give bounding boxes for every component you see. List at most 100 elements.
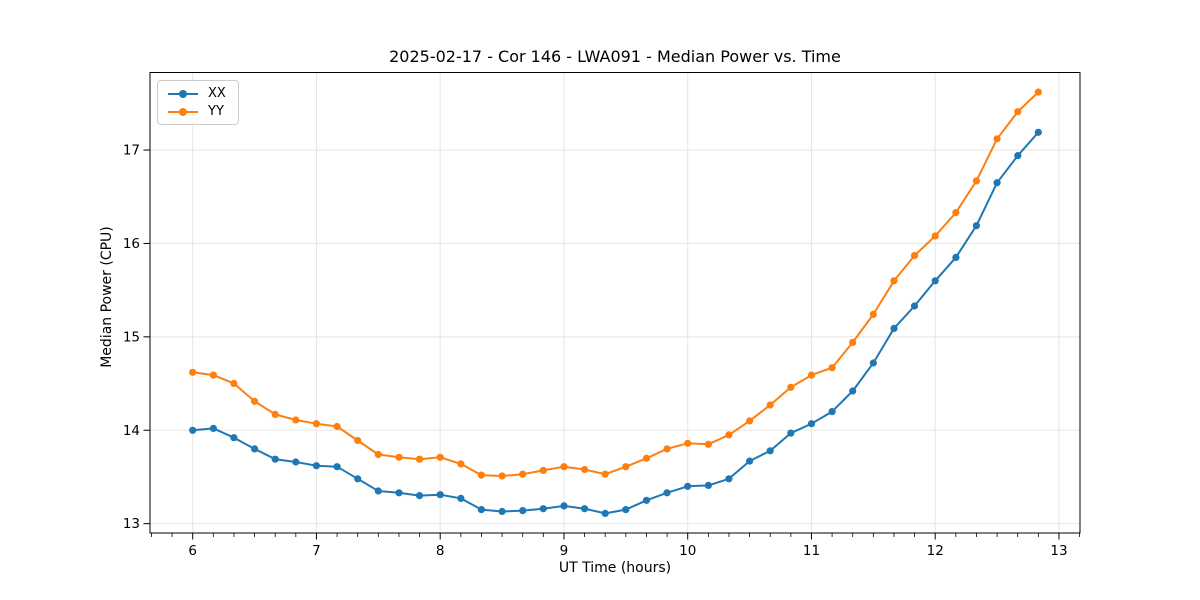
x-tick-label: 12: [927, 543, 944, 559]
series-line-xx: [191, 131, 1040, 515]
series-marker-yy: [230, 379, 238, 388]
series-marker-yy: [972, 177, 981, 185]
series-marker-xx: [849, 387, 857, 395]
x-tick-label: 11: [803, 543, 820, 559]
series-marker-xx: [539, 505, 547, 513]
x-tick-label: 8: [436, 543, 445, 559]
series-marker-yy: [828, 364, 836, 372]
series-marker-xx: [1014, 152, 1022, 160]
series-marker-yy: [993, 135, 1001, 143]
series-marker-yy: [1014, 108, 1022, 116]
series-marker-yy: [354, 436, 362, 445]
series-marker-yy: [395, 453, 403, 461]
x-tick-label: 6: [188, 543, 197, 559]
series-marker-xx: [725, 475, 733, 483]
series-marker-xx: [869, 359, 877, 367]
series-marker-xx: [890, 324, 898, 332]
series-marker-yy: [869, 310, 877, 318]
series-marker-xx: [746, 457, 754, 465]
series-marker-yy: [642, 454, 651, 462]
series-marker-xx: [457, 494, 465, 502]
series-marker-xx: [477, 506, 485, 514]
x-tick-label: 10: [679, 543, 696, 559]
series-marker-xx: [251, 445, 259, 453]
x-tick-label: 7: [312, 543, 321, 559]
series-marker-yy: [704, 440, 713, 448]
series-marker-xx: [519, 507, 527, 515]
series-marker-xx: [333, 463, 341, 471]
series-marker-xx: [374, 487, 382, 495]
series-marker-yy: [787, 383, 795, 391]
series-marker-yy: [498, 472, 506, 480]
series-marker-yy: [436, 453, 444, 461]
series-marker-xx: [972, 222, 981, 230]
series-marker-yy: [746, 417, 754, 425]
y-tick-label: 15: [123, 329, 140, 345]
legend-item-xx: XX: [166, 86, 226, 101]
legend-line-sample-icon: [168, 107, 198, 116]
y-tick-label: 17: [123, 143, 140, 159]
series-marker-yy: [457, 460, 465, 468]
series-marker-xx: [642, 496, 651, 504]
series-marker-yy: [601, 470, 609, 478]
series-marker-yy: [251, 397, 259, 405]
series-marker-xx: [560, 502, 568, 510]
series-marker-xx: [271, 455, 279, 463]
series-marker-yy: [684, 439, 692, 447]
series-marker-yy: [189, 368, 197, 376]
series-marker-yy: [663, 445, 671, 453]
series-marker-yy: [374, 450, 382, 459]
y-tick-label: 14: [123, 423, 140, 439]
series-marker-xx: [189, 426, 197, 434]
series-marker-yy: [622, 463, 630, 471]
series-marker-xx: [601, 509, 609, 517]
series-marker-yy: [910, 252, 919, 260]
series-marker-xx: [395, 489, 403, 497]
series-marker-yy: [890, 277, 898, 285]
series-marker-xx: [993, 179, 1001, 187]
legend-label-yy: YY: [208, 104, 224, 119]
chart-title: 2025-02-17 - Cor 146 - LWA091 - Median P…: [389, 47, 841, 66]
series-marker-yy: [333, 422, 341, 431]
series-marker-yy: [271, 410, 279, 418]
series-marker-xx: [931, 277, 939, 285]
axes-spines: [149, 72, 1081, 534]
y-axis-label: Median Power (CPU): [99, 226, 115, 368]
series-marker-xx: [354, 475, 362, 483]
series-marker-yy: [931, 232, 939, 240]
series-marker-yy: [519, 470, 527, 478]
series-marker-xx: [436, 491, 444, 499]
series-marker-yy: [560, 463, 568, 471]
series-marker-yy: [415, 455, 424, 463]
series-marker-xx: [952, 253, 960, 261]
series-marker-xx: [684, 482, 692, 490]
x-axis-label: UT Time (hours): [558, 560, 672, 576]
x-tick-label: 9: [560, 543, 569, 559]
series-marker-yy: [477, 471, 485, 479]
series-marker-yy: [1034, 88, 1042, 96]
legend-line-sample-icon: [168, 89, 198, 98]
series-marker-xx: [766, 447, 774, 455]
series-marker-xx: [415, 492, 424, 500]
series-marker-yy: [725, 431, 733, 439]
y-tick-label: 16: [123, 236, 140, 252]
legend: XX YY: [157, 80, 239, 125]
series-marker-xx: [209, 424, 217, 432]
series-marker-xx: [498, 507, 506, 516]
y-tick-label: 13: [123, 516, 140, 532]
series-marker-yy: [312, 420, 320, 428]
series-marker-xx: [807, 420, 816, 428]
series-marker-xx: [704, 481, 713, 489]
series-marker-xx: [1034, 128, 1042, 136]
series-marker-yy: [581, 465, 589, 474]
legend-label-xx: XX: [208, 86, 226, 101]
series-marker-yy: [952, 209, 960, 217]
series-marker-xx: [828, 408, 836, 416]
series-marker-xx: [292, 458, 300, 466]
series-marker-xx: [581, 505, 589, 513]
series-marker-xx: [622, 506, 630, 514]
x-tick-label: 13: [1050, 543, 1067, 559]
series-marker-xx: [787, 429, 795, 437]
